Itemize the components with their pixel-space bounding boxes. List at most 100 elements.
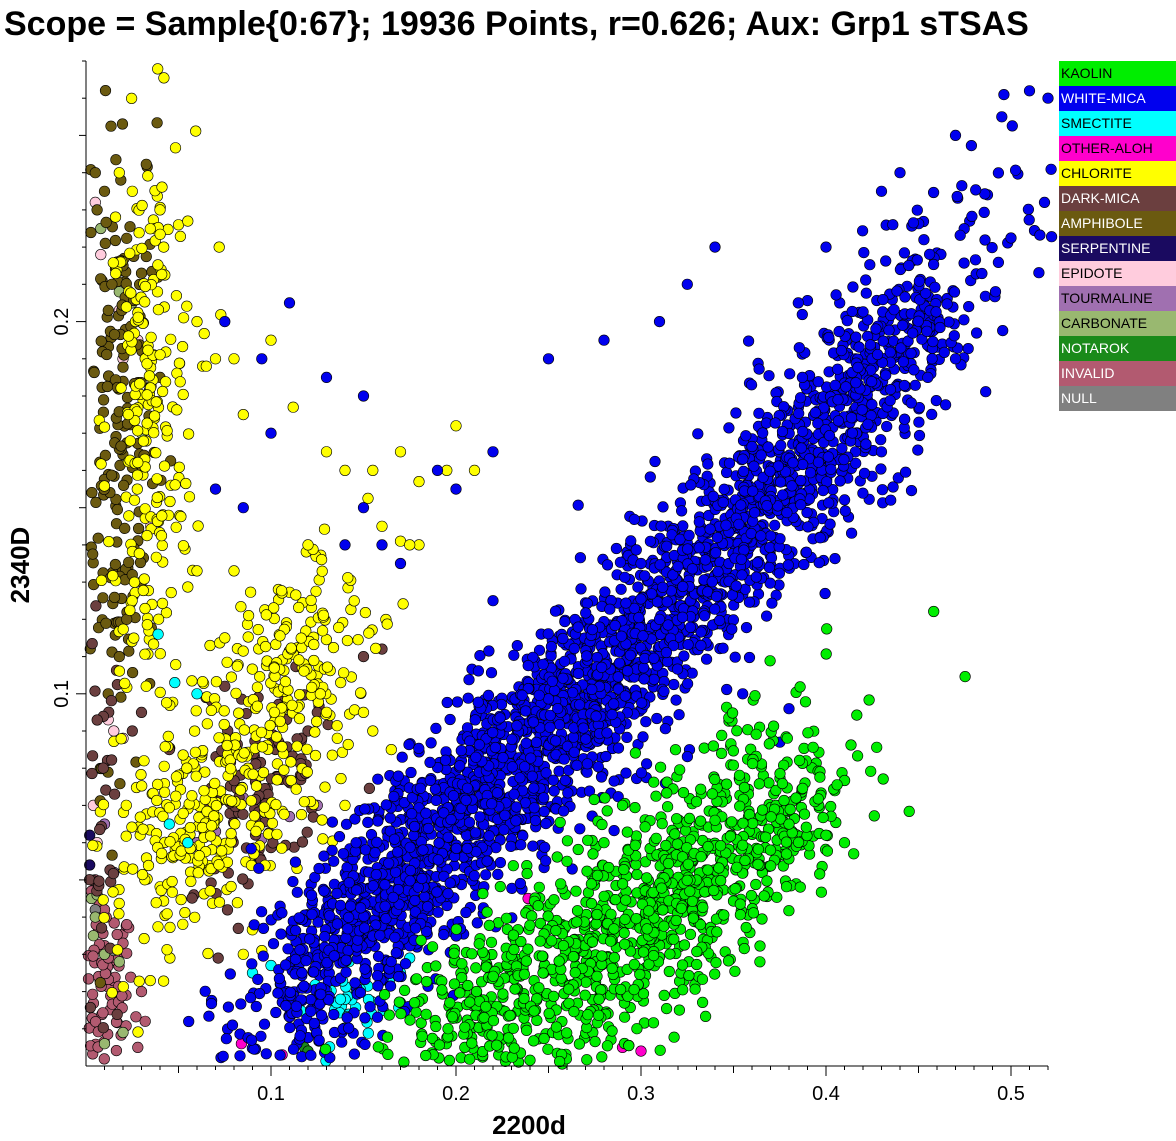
data-point-kaolin bbox=[745, 889, 758, 902]
data-point-white-mica bbox=[969, 254, 982, 266]
data-point-kaolin bbox=[634, 968, 646, 981]
data-point-white-mica bbox=[635, 767, 648, 779]
data-point-white-mica bbox=[884, 383, 897, 396]
data-point-white-mica bbox=[822, 451, 834, 463]
data-point-chlorite bbox=[286, 699, 298, 711]
data-point-chlorite bbox=[305, 594, 317, 607]
data-point-chlorite bbox=[359, 606, 372, 619]
data-point-chlorite bbox=[213, 859, 225, 871]
data-point-white-mica bbox=[913, 416, 925, 428]
data-point-kaolin bbox=[631, 868, 643, 881]
data-point-white-mica bbox=[282, 943, 294, 955]
data-point-white-mica bbox=[738, 544, 750, 556]
data-point-white-mica bbox=[596, 661, 608, 674]
data-point-white-mica bbox=[720, 466, 733, 479]
data-point-white-mica bbox=[485, 667, 498, 679]
data-point-white-mica bbox=[655, 520, 667, 532]
data-point-white-mica bbox=[730, 580, 742, 592]
data-point-white-mica bbox=[305, 1049, 317, 1061]
data-point-white-mica bbox=[568, 642, 580, 655]
data-point-chlorite bbox=[245, 586, 257, 598]
data-point-white-mica bbox=[948, 330, 960, 342]
data-point-epidote bbox=[95, 249, 107, 261]
data-point-white-mica bbox=[290, 924, 302, 937]
data-point-kaolin bbox=[573, 1038, 586, 1050]
data-point-chlorite bbox=[177, 749, 189, 761]
data-point-dark-mica bbox=[97, 762, 109, 774]
data-point-white-mica bbox=[750, 571, 762, 583]
data-point-white-mica bbox=[416, 872, 428, 885]
data-point-white-mica bbox=[860, 438, 872, 450]
data-point-invalid bbox=[98, 1053, 110, 1065]
data-point-amphibole bbox=[106, 278, 118, 290]
data-point-white-mica bbox=[387, 891, 399, 904]
data-point-chlorite bbox=[189, 911, 201, 923]
data-point-chlorite bbox=[298, 665, 310, 677]
data-point-kaolin bbox=[825, 800, 837, 813]
data-point-white-mica bbox=[757, 427, 769, 439]
data-point-white-mica bbox=[823, 331, 835, 344]
data-point-chlorite bbox=[242, 631, 254, 643]
data-point-kaolin bbox=[750, 878, 762, 891]
data-point-chlorite bbox=[293, 712, 306, 725]
data-point-white-mica bbox=[637, 731, 649, 743]
data-point-chlorite bbox=[170, 290, 182, 302]
data-point-kaolin bbox=[550, 1021, 563, 1033]
data-point-chlorite bbox=[126, 595, 138, 607]
data-point-white-mica bbox=[958, 257, 970, 269]
data-point-chlorite bbox=[159, 786, 171, 798]
data-point-chlorite bbox=[144, 974, 156, 987]
data-point-white-mica bbox=[557, 805, 570, 817]
data-point-chlorite bbox=[295, 632, 307, 644]
data-point-white-mica bbox=[409, 820, 421, 833]
data-point-white-mica bbox=[318, 850, 330, 862]
data-point-chlorite bbox=[225, 827, 237, 840]
data-point-white-mica bbox=[658, 685, 670, 697]
data-point-white-mica bbox=[838, 454, 850, 466]
data-point-chlorite bbox=[213, 732, 225, 744]
data-point-white-mica bbox=[809, 407, 822, 419]
data-point-chlorite bbox=[331, 720, 343, 732]
data-point-white-mica bbox=[487, 446, 499, 458]
data-point-chlorite bbox=[228, 565, 240, 577]
data-point-chlorite bbox=[159, 741, 171, 753]
data-point-chlorite bbox=[166, 875, 178, 888]
data-point-white-mica bbox=[586, 683, 598, 696]
data-point-white-mica bbox=[480, 869, 492, 881]
data-point-kaolin bbox=[764, 655, 776, 667]
data-point-white-mica bbox=[222, 1001, 234, 1013]
data-point-carbonate bbox=[87, 930, 99, 942]
data-point-kaolin bbox=[609, 893, 622, 906]
data-point-chlorite bbox=[320, 446, 333, 458]
data-point-white-mica bbox=[343, 877, 355, 889]
data-point-white-mica bbox=[558, 753, 570, 765]
data-point-white-mica bbox=[226, 1019, 239, 1031]
data-point-white-mica bbox=[370, 868, 382, 881]
data-point-white-mica bbox=[469, 827, 482, 839]
data-point-chlorite bbox=[397, 598, 409, 610]
data-point-white-mica bbox=[461, 782, 474, 794]
data-point-white-mica bbox=[681, 750, 694, 763]
data-point-kaolin bbox=[579, 989, 591, 1001]
data-point-chlorite bbox=[250, 825, 262, 838]
data-point-chlorite bbox=[316, 565, 328, 577]
data-point-white-mica bbox=[328, 855, 340, 867]
data-point-kaolin bbox=[720, 778, 733, 790]
data-point-white-mica bbox=[506, 733, 518, 745]
data-point-white-mica bbox=[217, 1050, 229, 1062]
data-point-kaolin bbox=[752, 843, 764, 855]
data-point-kaolin bbox=[628, 958, 640, 971]
data-point-white-mica bbox=[340, 966, 352, 978]
data-point-kaolin bbox=[767, 720, 780, 732]
data-point-white-mica bbox=[540, 817, 552, 830]
data-point-white-mica bbox=[683, 529, 695, 542]
data-point-amphibole bbox=[101, 348, 113, 361]
data-point-kaolin bbox=[802, 727, 814, 739]
data-point-chlorite bbox=[252, 623, 264, 636]
data-point-chlorite bbox=[256, 741, 269, 753]
data-point-white-mica bbox=[471, 917, 483, 929]
data-point-chlorite bbox=[294, 688, 306, 701]
data-point-white-mica bbox=[633, 611, 645, 624]
data-point-chlorite bbox=[209, 353, 222, 365]
data-point-white-mica bbox=[907, 327, 919, 339]
